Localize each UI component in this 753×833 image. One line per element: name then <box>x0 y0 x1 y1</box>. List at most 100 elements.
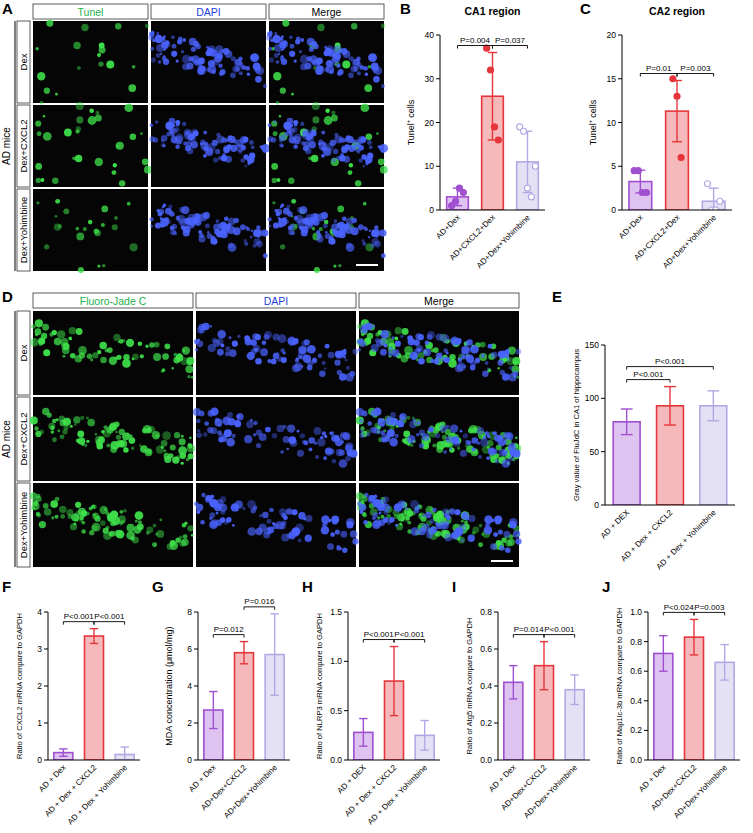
cell <box>503 547 506 550</box>
cell <box>475 357 480 362</box>
cell <box>455 364 463 372</box>
cell <box>162 353 169 360</box>
cell <box>379 145 383 149</box>
cell <box>197 61 200 64</box>
row-label-cell <box>17 105 30 187</box>
cell <box>267 217 271 221</box>
cell <box>509 521 516 528</box>
cell <box>416 433 419 436</box>
cell <box>272 178 277 183</box>
error-cap <box>523 192 533 193</box>
panel-letter: F <box>2 578 11 595</box>
cell <box>369 496 376 503</box>
cell <box>348 72 354 78</box>
cell <box>261 144 270 153</box>
cell <box>380 330 389 339</box>
cell <box>487 367 490 370</box>
cell <box>48 423 55 430</box>
cell <box>150 225 152 227</box>
cell <box>210 408 218 416</box>
cell <box>74 523 77 526</box>
cell <box>251 145 255 149</box>
cell <box>290 439 298 447</box>
cell <box>334 133 338 137</box>
cell <box>380 338 387 345</box>
cell <box>244 165 247 168</box>
cell <box>396 523 403 530</box>
cell <box>87 353 93 359</box>
cell <box>327 543 334 550</box>
chart: E050100150Gray value of FluJdC in CA1 of… <box>552 288 735 571</box>
y-tick-label: 150 <box>585 340 599 350</box>
cell <box>515 452 518 455</box>
panel-letter: B <box>400 0 411 17</box>
cell <box>414 508 419 513</box>
error-bar <box>664 387 676 425</box>
cell <box>325 447 334 456</box>
cell <box>458 524 467 533</box>
cell <box>381 253 386 258</box>
cell <box>469 425 478 434</box>
cell <box>151 31 154 34</box>
cell <box>402 328 409 335</box>
cell <box>321 515 330 524</box>
cell <box>311 155 318 162</box>
micrograph <box>30 397 195 481</box>
cell <box>87 419 95 427</box>
cell <box>100 520 106 526</box>
cell <box>321 212 328 219</box>
y-tick <box>44 686 48 687</box>
cell <box>273 353 279 359</box>
cell <box>365 156 373 164</box>
error-bar <box>59 749 67 756</box>
cell <box>428 427 434 433</box>
cell <box>116 435 121 440</box>
cell <box>203 130 207 134</box>
row-label: Dex <box>18 344 29 361</box>
category-label: AD + Dex + Yohimbine <box>654 508 718 572</box>
cell <box>281 534 289 542</box>
cell <box>461 520 464 523</box>
cell <box>365 323 373 331</box>
cell <box>338 69 344 75</box>
cell <box>472 531 476 535</box>
cell <box>329 69 334 74</box>
cell <box>138 520 142 524</box>
cell <box>409 421 416 428</box>
cell <box>182 122 186 126</box>
cell <box>175 144 180 149</box>
cell <box>345 443 353 451</box>
cell <box>211 69 216 74</box>
micrograph <box>356 311 521 395</box>
cell <box>36 201 39 204</box>
cell <box>483 436 486 439</box>
cell <box>234 421 241 428</box>
cell <box>274 32 277 35</box>
error-bar <box>523 131 533 192</box>
error-cap <box>59 756 67 757</box>
cell <box>183 229 190 236</box>
cell <box>196 433 202 439</box>
row-label-cell <box>17 483 30 567</box>
cell <box>381 23 386 28</box>
cell <box>323 456 327 460</box>
y-axis-label: Ratio of CXCL2 mRNA compare to GAPDH <box>15 613 24 759</box>
cell <box>68 337 72 341</box>
data-point <box>453 198 459 204</box>
cell <box>235 66 240 71</box>
cell <box>149 342 155 348</box>
y-tick <box>44 612 48 613</box>
cell <box>186 62 193 69</box>
panel-letter: A <box>2 0 13 17</box>
cell <box>135 520 138 523</box>
cell <box>181 50 184 53</box>
cell <box>102 429 111 438</box>
x-axis <box>48 760 140 761</box>
cell <box>55 215 58 218</box>
cell <box>347 520 352 525</box>
cell <box>358 224 364 230</box>
cell <box>314 267 320 273</box>
cell <box>129 243 137 251</box>
cell <box>363 513 367 517</box>
cell <box>113 163 117 167</box>
